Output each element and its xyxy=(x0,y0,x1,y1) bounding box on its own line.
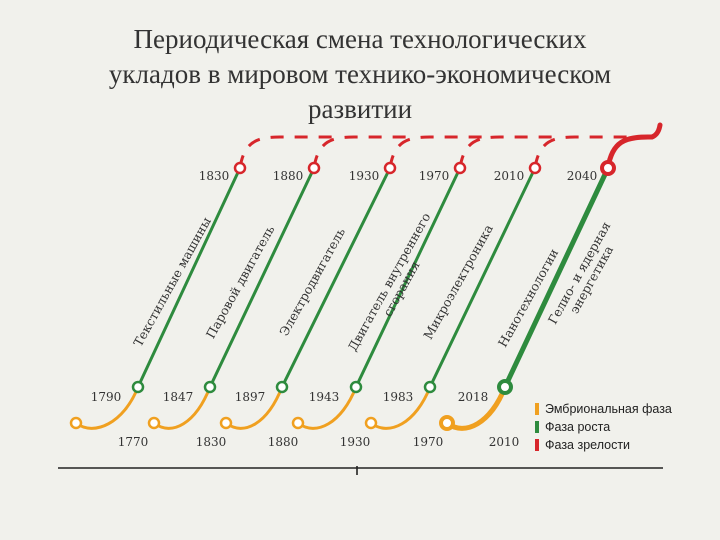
top-year: 1970 xyxy=(419,169,450,183)
legend-maturity-label: Фаза зрелости xyxy=(545,438,630,452)
embryo-marker xyxy=(364,416,378,430)
legend-growth-swatch xyxy=(535,421,539,433)
maturity-marker xyxy=(307,161,321,175)
legend-embryo-label: Эмбриональная фаза xyxy=(545,402,672,416)
growth-line xyxy=(428,166,537,389)
technology-label: Электродвигатель xyxy=(276,225,348,339)
legend-maturity-swatch xyxy=(535,439,539,451)
growth-line xyxy=(280,166,392,389)
bottom-year: 1970 xyxy=(413,435,444,449)
top-year: 1880 xyxy=(273,169,304,183)
bottom-year: 1930 xyxy=(340,435,371,449)
maturity-tail xyxy=(649,122,663,140)
technology-label: Микроэлектроника xyxy=(420,221,496,342)
top-year: 2040 xyxy=(567,169,598,183)
bottom-year: 1830 xyxy=(196,435,227,449)
maturity-curve xyxy=(312,135,409,169)
maturity-curve xyxy=(458,135,555,169)
wave-curves xyxy=(74,122,663,431)
top-year: 1830 xyxy=(199,169,230,183)
embryo-curve xyxy=(224,385,284,430)
technology-label-line: Электродвигатель xyxy=(276,225,348,339)
technology-label: Текстильные машины xyxy=(130,214,214,349)
embryo-curve xyxy=(369,385,432,430)
embryo-marker xyxy=(291,416,305,430)
slide-title: Периодическая смена технологических укла… xyxy=(40,22,680,127)
bottom-year: 1880 xyxy=(268,435,299,449)
growth-line xyxy=(136,166,242,389)
maturity-marker xyxy=(233,161,247,175)
bottom-year: 1770 xyxy=(118,435,149,449)
mid-year: 1790 xyxy=(91,390,122,404)
title-line-1: Периодическая смена технологических xyxy=(133,24,587,54)
legend: Эмбриональная фаза Фаза роста Фаза зрело… xyxy=(535,402,672,452)
embryo-marker xyxy=(147,416,161,430)
mid-year: 1897 xyxy=(235,390,266,404)
growth-marker xyxy=(131,380,145,394)
maturity-curve xyxy=(238,135,335,169)
phase-markers xyxy=(69,160,616,431)
legend-growth-label: Фаза роста xyxy=(545,420,610,434)
growth-marker xyxy=(275,380,289,394)
title-line-3: развитии xyxy=(307,94,413,124)
maturity-marker xyxy=(600,160,616,176)
technology-label-line: Текстильные машины xyxy=(130,214,214,349)
maturity-curve xyxy=(533,135,630,169)
growth-marker xyxy=(203,380,217,394)
growth-line xyxy=(502,165,611,390)
technology-label-line: Микроэлектроника xyxy=(420,221,496,342)
embryo-curve xyxy=(74,385,140,430)
legend-embryo-swatch xyxy=(535,403,539,415)
maturity-curve xyxy=(388,135,485,169)
embryo-curve xyxy=(296,385,358,430)
growth-line xyxy=(208,166,316,389)
embryo-marker xyxy=(439,415,455,431)
maturity-marker xyxy=(528,161,542,175)
top-year: 1930 xyxy=(349,169,380,183)
embryo-marker xyxy=(219,416,233,430)
maturity-marker xyxy=(453,161,467,175)
growth-marker xyxy=(423,380,437,394)
bottom-year: 2010 xyxy=(489,435,520,449)
mid-year: 1847 xyxy=(163,390,194,404)
maturity-curve xyxy=(605,134,652,169)
growth-marker xyxy=(497,379,513,395)
title-line-2: укладов в мировом технико-экономическом xyxy=(108,59,612,89)
embryo-marker xyxy=(69,416,83,430)
growth-line xyxy=(354,166,462,389)
growth-marker xyxy=(349,380,363,394)
mid-year: 1983 xyxy=(383,390,414,404)
maturity-marker xyxy=(383,161,397,175)
mid-year: 2018 xyxy=(458,390,489,404)
top-year: 2010 xyxy=(494,169,525,183)
embryo-curve xyxy=(152,385,212,430)
mid-year: 1943 xyxy=(309,390,340,404)
